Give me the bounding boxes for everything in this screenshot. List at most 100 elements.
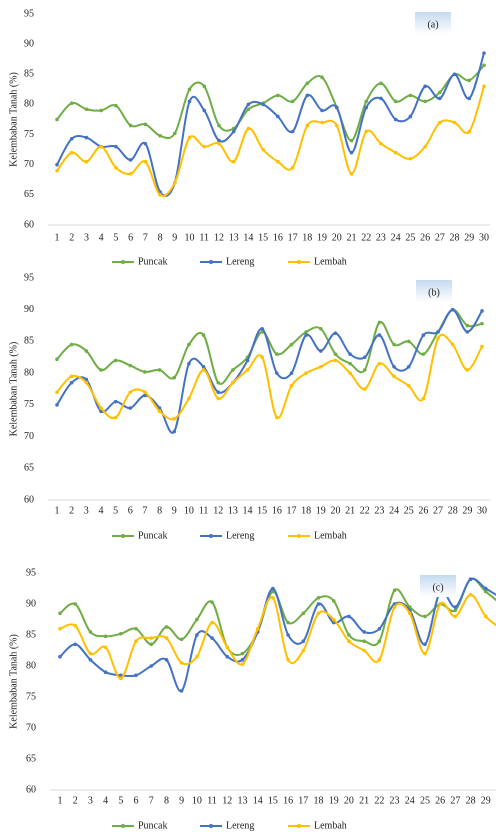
point: [128, 363, 133, 368]
point: [379, 81, 383, 86]
point: [480, 309, 484, 313]
point: [84, 107, 89, 112]
point: [195, 617, 199, 622]
point: [84, 349, 89, 353]
x-tick-label: 4: [103, 795, 108, 806]
x-tick-label: 19: [316, 505, 326, 516]
point: [201, 365, 206, 369]
point: [482, 84, 486, 89]
point: [55, 117, 59, 122]
point: [172, 417, 177, 421]
point: [467, 96, 472, 101]
y-tick-label: 65: [24, 189, 34, 200]
legend-label: Lereng: [226, 820, 254, 831]
x-tick-label: 12: [213, 505, 223, 516]
point: [406, 384, 411, 388]
point: [348, 371, 352, 375]
point: [348, 361, 352, 366]
point: [128, 123, 133, 128]
x-tick-label: 10: [184, 505, 194, 516]
point: [301, 639, 306, 643]
point: [468, 577, 473, 581]
point: [316, 596, 321, 600]
x-tick-label: 13: [237, 795, 247, 806]
point: [187, 135, 192, 140]
x-tick-label: 9: [172, 505, 177, 516]
x-tick-label: 29: [462, 505, 472, 516]
point: [276, 93, 280, 98]
point: [187, 342, 191, 347]
y-tick-label: 90: [26, 598, 36, 609]
point: [423, 99, 427, 104]
point: [69, 101, 74, 106]
legend-marker: [209, 260, 213, 264]
point: [73, 602, 78, 606]
x-tick-label: 18: [314, 795, 324, 806]
point: [290, 129, 295, 134]
point: [333, 358, 338, 363]
x-tick-label: 13: [228, 505, 238, 516]
point: [164, 658, 169, 662]
x-tick-label: 10: [192, 795, 202, 806]
x-tick-label: 28: [466, 795, 476, 806]
point: [84, 380, 89, 385]
point: [119, 676, 123, 681]
point: [69, 374, 74, 379]
series-line: [56, 308, 483, 434]
point: [261, 102, 265, 107]
x-tick-label: 8: [164, 795, 169, 806]
x-tick-label: 22: [361, 232, 371, 243]
point: [143, 159, 148, 164]
legend-marker: [297, 534, 301, 538]
point: [210, 600, 214, 604]
y-tick-label: 95: [24, 8, 34, 19]
point: [377, 658, 382, 662]
legend-label: Lereng: [226, 256, 254, 267]
point: [377, 320, 382, 325]
point: [348, 352, 352, 356]
x-tick-label: 22: [360, 505, 370, 516]
x-tick-label: 29: [481, 795, 491, 806]
point: [408, 93, 413, 98]
y-axis-label: Kelembaban Tanah (%): [8, 72, 19, 167]
point: [99, 108, 103, 113]
point: [408, 114, 413, 119]
x-tick-label: 9: [172, 232, 177, 243]
point: [483, 586, 488, 591]
point: [334, 123, 339, 128]
point: [276, 114, 280, 119]
point: [55, 162, 59, 167]
point: [134, 673, 138, 678]
point: [377, 627, 382, 631]
point: [113, 358, 118, 363]
point: [483, 589, 488, 594]
y-tick-label: 90: [24, 304, 34, 315]
point: [128, 171, 133, 176]
point: [88, 651, 93, 656]
x-tick-label: 6: [128, 232, 133, 243]
point: [210, 636, 214, 640]
point: [465, 330, 470, 334]
point: [202, 84, 207, 89]
x-tick-label: 3: [84, 505, 89, 516]
x-tick-label: 23: [390, 795, 400, 806]
point: [364, 129, 369, 134]
point: [216, 390, 221, 394]
point: [69, 150, 74, 155]
x-tick-label: 11: [207, 795, 217, 806]
point: [99, 368, 103, 372]
y-tick-label: 80: [24, 367, 34, 378]
point: [362, 355, 367, 360]
x-tick-label: 25: [404, 505, 414, 516]
x-tick-label: 20: [344, 795, 354, 806]
x-tick-label: 17: [298, 795, 308, 806]
point: [113, 399, 118, 404]
point: [467, 78, 472, 83]
point: [392, 588, 397, 593]
point: [58, 654, 62, 659]
point: [134, 639, 138, 643]
point: [482, 63, 486, 68]
point: [406, 365, 411, 369]
point: [143, 393, 147, 398]
